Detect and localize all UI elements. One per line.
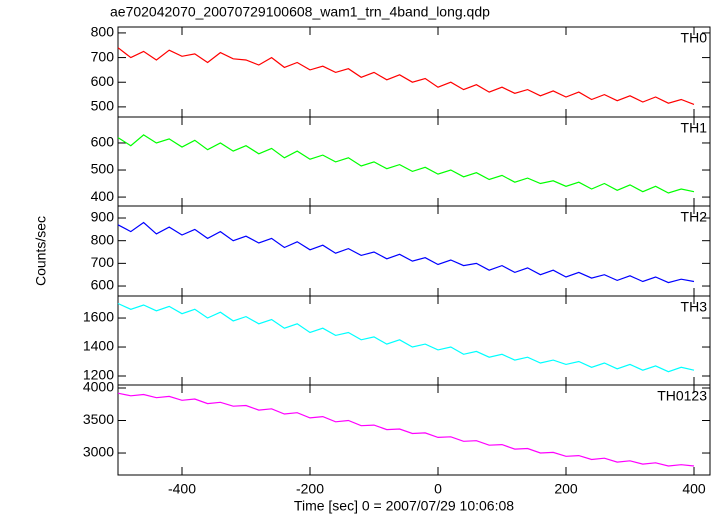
data-line (117, 47, 695, 105)
panel-label: TH0123 (657, 388, 707, 404)
x-axis-label: Time [sec] 0 = 2007/07/29 10:06:08 (294, 498, 514, 514)
y-tick-label: 1400 (83, 338, 114, 354)
y-tick-label: 800 (91, 231, 115, 247)
x-tick-label: 0 (434, 481, 442, 497)
y-tick-label: 600 (91, 277, 115, 293)
y-tick-label: 1200 (83, 367, 114, 383)
y-tick-label: 3500 (83, 411, 114, 427)
panel-frame (117, 295, 711, 386)
panel-frame (117, 116, 711, 207)
y-tick-label: 700 (91, 254, 115, 270)
y-tick-label: 500 (91, 161, 115, 177)
panel-frame (117, 26, 711, 118)
panel-label: TH2 (681, 209, 708, 225)
panel-label: TH0 (681, 30, 708, 46)
chart-title: ae702042070_20070729100608_wam1_trn_4ban… (110, 4, 490, 20)
x-tick-label: -200 (296, 481, 324, 497)
data-line (117, 392, 695, 467)
x-tick-label: 200 (554, 481, 578, 497)
data-line (117, 221, 695, 284)
panel-label: TH1 (681, 120, 708, 136)
y-tick-label: 3000 (83, 444, 114, 460)
data-line (117, 302, 695, 373)
panel-label: TH3 (681, 299, 708, 315)
y-tick-label: 800 (91, 24, 115, 40)
y-axis-label: Counts/sec (33, 216, 49, 286)
y-tick-label: 700 (91, 48, 115, 64)
y-tick-label: 400 (91, 188, 115, 204)
panel-frame (117, 384, 711, 476)
y-tick-label: 500 (91, 98, 115, 114)
y-tick-label: 4000 (83, 379, 114, 395)
data-line (117, 134, 695, 194)
x-tick-label: 400 (682, 481, 706, 497)
panel-frame (117, 205, 711, 297)
x-tick-label: -400 (168, 481, 196, 497)
y-tick-label: 600 (91, 73, 115, 89)
y-tick-label: 900 (91, 209, 115, 225)
y-tick-label: 600 (91, 134, 115, 150)
y-tick-label: 1600 (83, 309, 114, 325)
